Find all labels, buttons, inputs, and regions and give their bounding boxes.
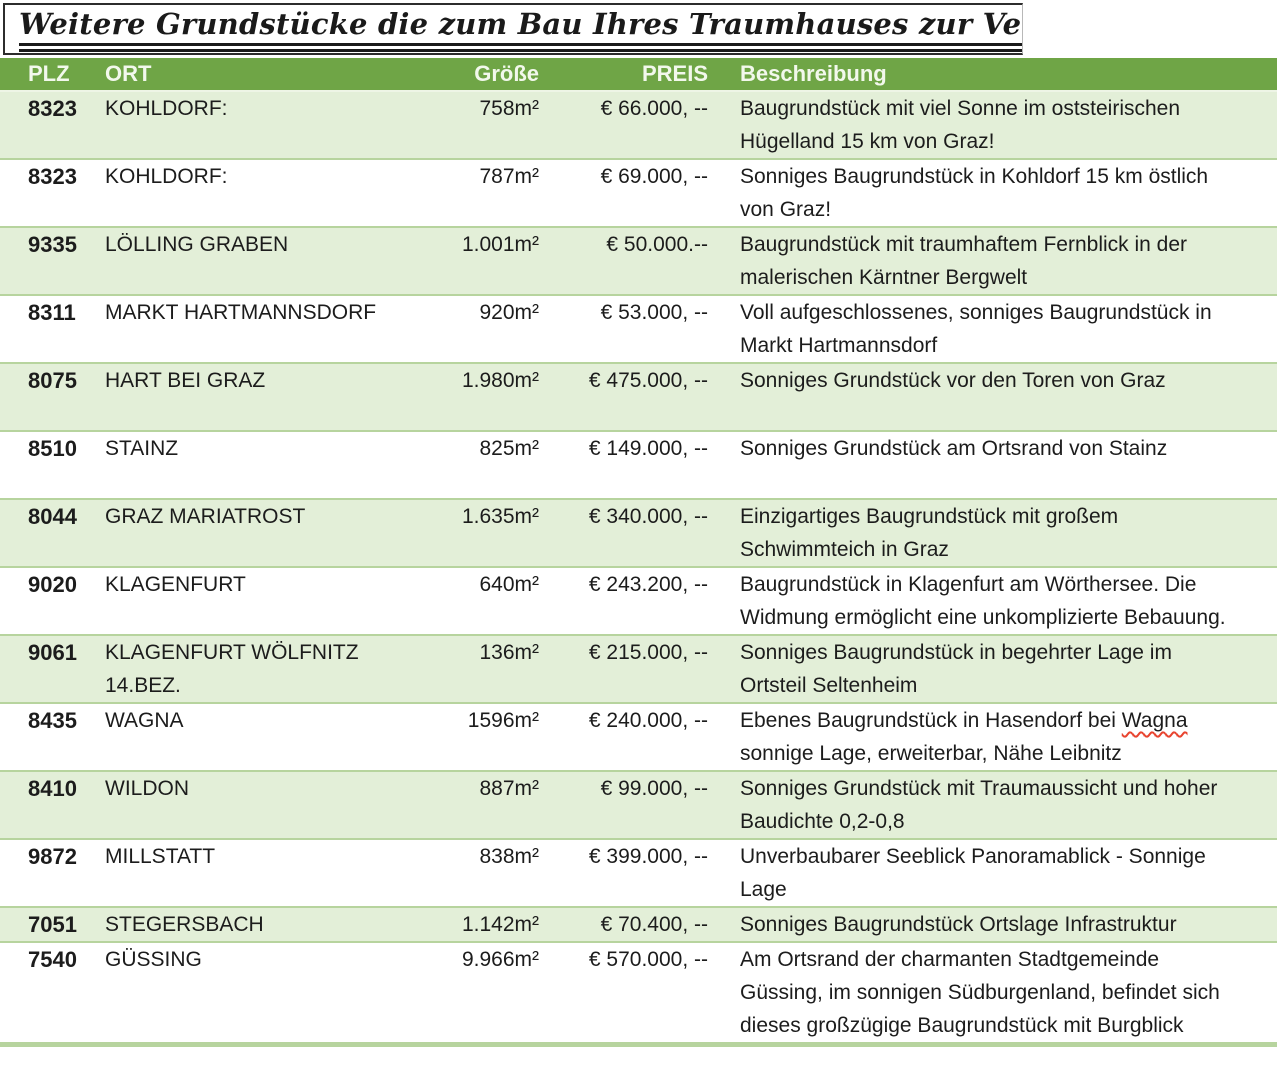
cell-plz: 8323 (0, 158, 95, 227)
cell-plz: 9335 (0, 226, 95, 295)
cell-beschreibung: Sonniges Grundstück am Ortsrand von Stai… (718, 430, 1277, 499)
title-box: Weitere Grundstücke die zum Bau Ihres Tr… (3, 3, 1023, 55)
cell-beschreibung: Baugrundstück mit traumhaftem Fernblick … (718, 226, 1277, 295)
column-header-groesse: Größe (474, 61, 539, 86)
cell-beschreibung: Voll aufgeschlossenes, sonniges Baugrund… (718, 294, 1277, 363)
cell-plz: 8323 (28, 96, 77, 121)
cell-ort: WAGNA (95, 702, 425, 771)
table-row: 7540 GÜSSING 9.966m² € 570.000, -- Am Ortsra… (0, 941, 1277, 1045)
cell-ort: KOHLDORF: (95, 158, 425, 227)
cell-ort: GÜSSING (95, 941, 425, 1045)
cell-beschreibung: Ebenes Baugrundstück in Hasendorf bei Wa… (718, 702, 1277, 771)
cell-ort: KLAGENFURT (95, 566, 425, 635)
table-row: 8323 KOHLDORF: 758m² € 66.000, -- Baugrundst… (0, 91, 1277, 159)
cell-plz: 7051 (0, 906, 95, 942)
table-row: 9061 KLAGENFURT WÖLFNITZ 14.BEZ. 136m² € 21… (0, 634, 1277, 703)
cell-plz: 9020 (0, 566, 95, 635)
cell-groesse: 136m² (425, 634, 545, 703)
cell-beschreibung: Baugrundstück in Klagenfurt am Wörtherse… (718, 566, 1277, 635)
cell-preis: € 50.000.-- (545, 226, 718, 295)
cell-ort: KLAGENFURT WÖLFNITZ 14.BEZ. (95, 634, 425, 703)
cell-preis: € 66.000, -- (600, 97, 708, 120)
table-row: 8435 WAGNA 1596m² € 240.000, -- Ebenes Baugr… (0, 702, 1277, 771)
page-title: Weitere Grundstücke die zum Bau Ihres Tr… (19, 7, 1022, 52)
cell-preis: € 53.000, -- (545, 294, 718, 363)
cell-preis: € 243.200, -- (545, 566, 718, 635)
cell-groesse: 1.001m² (425, 226, 545, 295)
table-row: 8075 HART BEI GRAZ 1.980m² € 475.000, -- Son… (0, 362, 1277, 431)
cell-preis: € 149.000, -- (545, 430, 718, 499)
cell-groesse: 1.980m² (425, 362, 545, 431)
misspelled-word: Wagna (1121, 709, 1188, 732)
cell-plz: 9872 (0, 838, 95, 907)
table-body: 8323 KOHLDORF: 758m² € 66.000, -- Baugrundst… (0, 91, 1277, 1045)
table-row: 9020 KLAGENFURT 640m² € 243.200, -- Baugrund… (0, 566, 1277, 635)
cell-plz: 7540 (0, 941, 95, 1045)
cell-beschreibung: Baugrundstück mit viel Sonne im oststeir… (740, 97, 1181, 153)
cell-groesse: 825m² (425, 430, 545, 499)
cell-ort: MARKT HARTMANNSDORF (95, 294, 425, 363)
cell-groesse: 1596m² (425, 702, 545, 771)
cell-groesse: 887m² (425, 770, 545, 839)
cell-groesse: 787m² (425, 158, 545, 227)
cell-ort: KOHLDORF: (105, 97, 228, 120)
cell-preis: € 399.000, -- (545, 838, 718, 907)
cell-beschreibung: Sonniges Baugrundstück Ortslage Infrastr… (718, 906, 1277, 942)
cell-plz: 8311 (0, 294, 95, 363)
cell-plz: 8075 (0, 362, 95, 431)
cell-beschreibung: Einzigartiges Baugrundstück mit großem S… (718, 498, 1277, 567)
cell-preis: € 99.000, -- (545, 770, 718, 839)
cell-groesse: 640m² (425, 566, 545, 635)
table-row: 8044 GRAZ MARIATROST 1.635m² € 340.000, -- E… (0, 498, 1277, 567)
cell-ort: MILLSTATT (95, 838, 425, 907)
cell-preis: € 240.000, -- (545, 702, 718, 771)
cell-plz: 8435 (0, 702, 95, 771)
cell-beschreibung: Sonniges Baugrundstück in Kohldorf 15 km… (718, 158, 1277, 227)
cell-ort: STEGERSBACH (95, 906, 425, 942)
column-header-beschreibung: Beschreibung (740, 61, 887, 86)
cell-beschreibung: Sonniges Grundstück mit Traumaussicht un… (718, 770, 1277, 839)
cell-beschreibung: Sonniges Grundstück vor den Toren von Gr… (718, 362, 1277, 431)
cell-plz: 8510 (0, 430, 95, 499)
table-row: 7051 STEGERSBACH 1.142m² € 70.400, -- Sonnig… (0, 906, 1277, 942)
table-row: 8311 MARKT HARTMANNSDORF 920m² € 53.000, --… (0, 294, 1277, 363)
cell-plz: 8044 (0, 498, 95, 567)
column-header-preis: PREIS (641, 61, 708, 86)
cell-groesse: 9.966m² (425, 941, 545, 1045)
cell-preis: € 69.000, -- (545, 158, 718, 227)
table-row: 9335 LÖLLING GRABEN 1.001m² € 50.000.-- Baug… (0, 226, 1277, 295)
column-header-plz: PLZ (28, 61, 70, 86)
cell-beschreibung: Sonniges Baugrundstück in begehrter Lage… (718, 634, 1277, 703)
cell-ort: LÖLLING GRABEN (95, 226, 425, 295)
cell-beschreibung: Unverbaubarer Seeblick Panoramablick - S… (718, 838, 1277, 907)
cell-groesse: 758m² (479, 97, 539, 120)
table-row: 8410 WILDON 887m² € 99.000, -- Sonniges Grun… (0, 770, 1277, 839)
cell-preis: € 215.000, -- (545, 634, 718, 703)
cell-preis: € 340.000, -- (545, 498, 718, 567)
cell-plz: 8410 (0, 770, 95, 839)
cell-plz: 9061 (0, 634, 95, 703)
cell-preis: € 70.400, -- (545, 906, 718, 942)
cell-ort: WILDON (95, 770, 425, 839)
table-header-row: PLZ ORT Größe PREIS Beschreibung (0, 58, 1277, 91)
cell-beschreibung: Am Ortsrand der charmanten Stadtgemeinde… (718, 941, 1277, 1045)
table-row: 8323 KOHLDORF: 787m² € 69.000, -- Sonniges B… (0, 158, 1277, 227)
cell-ort: STAINZ (95, 430, 425, 499)
cell-preis: € 570.000, -- (545, 941, 718, 1045)
cell-groesse: 838m² (425, 838, 545, 907)
cell-groesse: 1.635m² (425, 498, 545, 567)
cell-groesse: 1.142m² (425, 906, 545, 942)
table-row: 9872 MILLSTATT 838m² € 399.000, -- Unverbaub… (0, 838, 1277, 907)
page: Weitere Grundstücke die zum Bau Ihres Tr… (0, 3, 1277, 1047)
cell-groesse: 920m² (425, 294, 545, 363)
cell-ort: HART BEI GRAZ (95, 362, 425, 431)
cell-preis: € 475.000, -- (545, 362, 718, 431)
listings-table: PLZ ORT Größe PREIS Beschreibung 8323 KOHLDOR… (0, 58, 1277, 1047)
column-header-ort: ORT (105, 61, 152, 86)
cell-ort: GRAZ MARIATROST (95, 498, 425, 567)
table-row: 8510 STAINZ 825m² € 149.000, -- Sonniges Gru… (0, 430, 1277, 499)
